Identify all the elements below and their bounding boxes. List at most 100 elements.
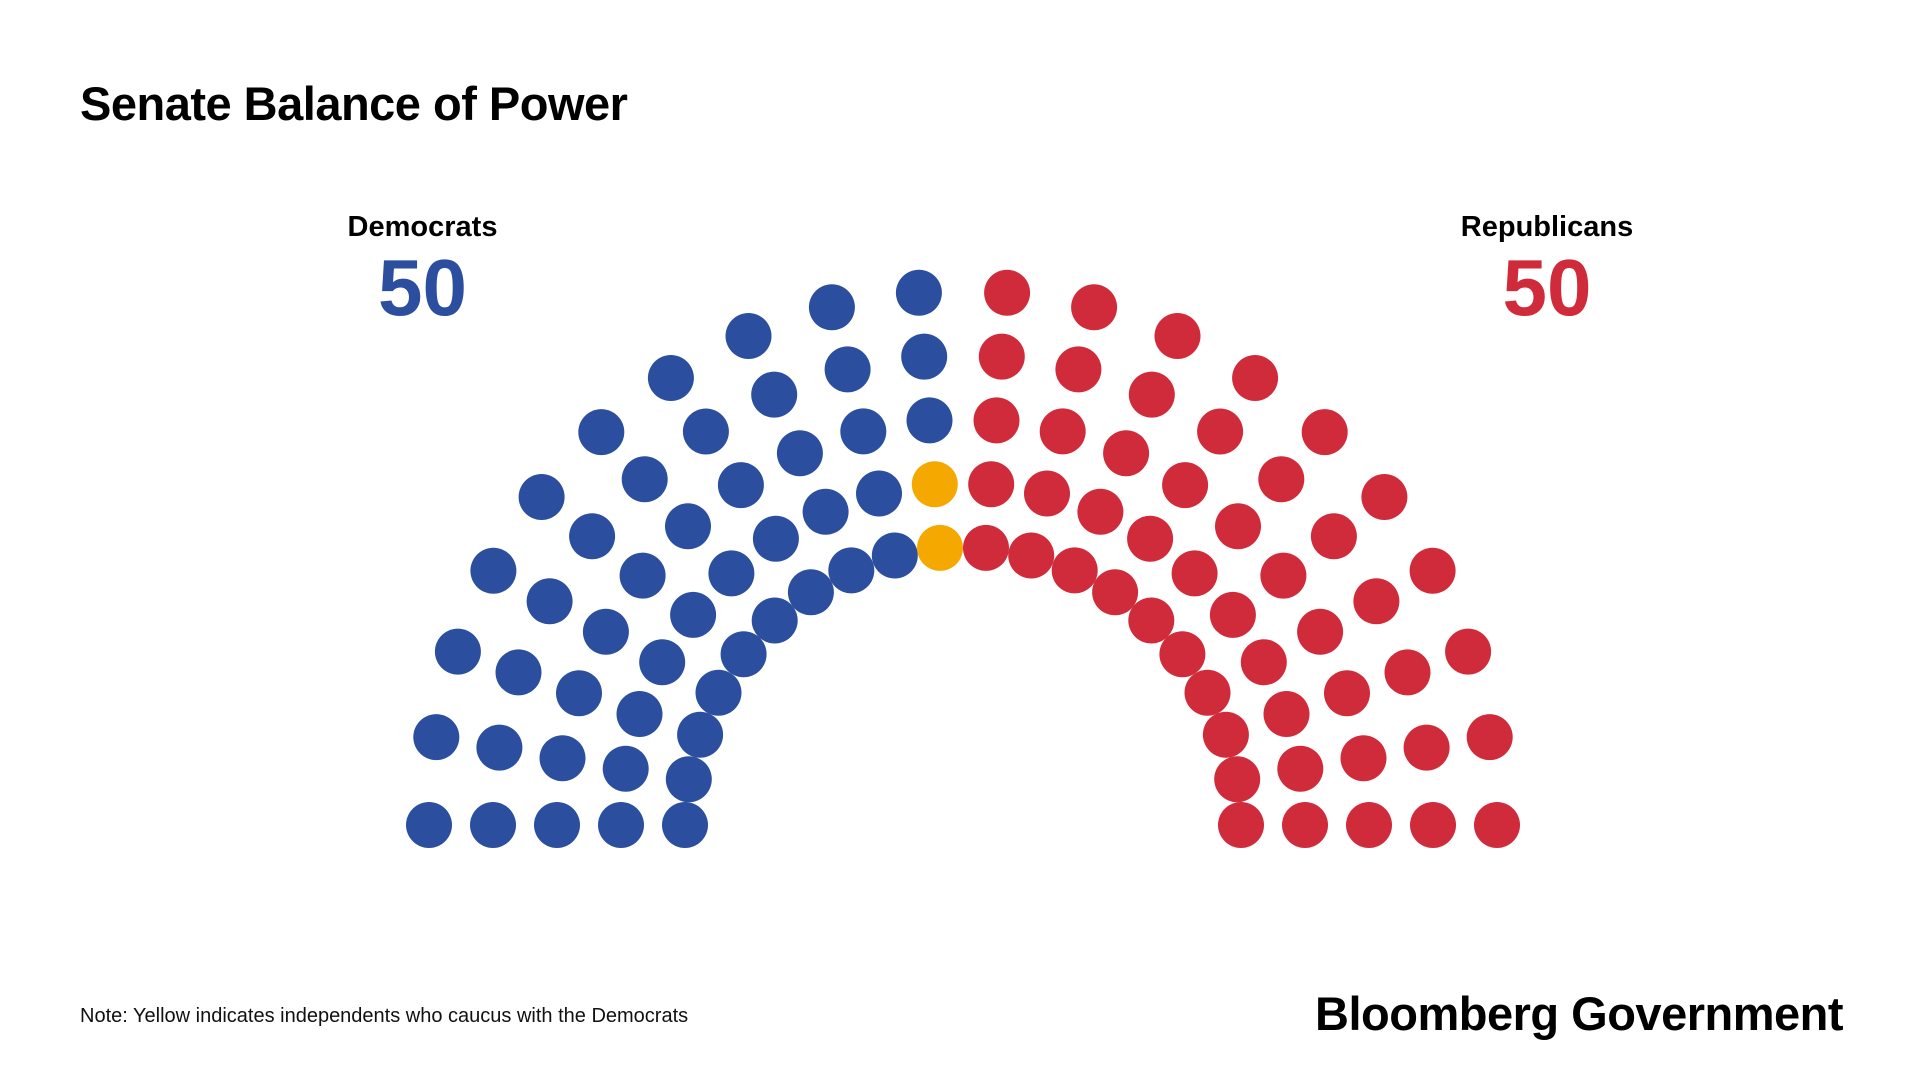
- seat-dot: [534, 802, 580, 848]
- seat-dot: [647, 355, 694, 401]
- bloomberg-government-logo: Bloomberg Government: [1315, 987, 1843, 1040]
- seat-dot: [598, 802, 644, 848]
- seat-dot: [1409, 547, 1456, 594]
- seat-dot: [1039, 408, 1086, 455]
- seat-dot: [895, 269, 942, 316]
- seat-dot: [1474, 802, 1520, 848]
- seat-dot: [1162, 462, 1209, 509]
- seat-dot: [1258, 456, 1305, 503]
- seat-dot: [1197, 408, 1244, 455]
- seat-dot: [639, 639, 686, 686]
- seat-dot: [1445, 628, 1492, 675]
- seat-dot: [662, 802, 708, 848]
- seat-dot: [695, 669, 742, 716]
- footnote: Note: Yellow indicates independents who …: [80, 1005, 689, 1027]
- seat-dot: [1466, 714, 1513, 761]
- seat-dot: [1008, 532, 1055, 579]
- seat-dot: [470, 802, 516, 848]
- seat-dot: [973, 397, 1020, 444]
- seat-dot: [1297, 608, 1344, 655]
- seat-dot: [708, 550, 755, 597]
- seat-dot: [1077, 488, 1124, 535]
- seat-dot: [717, 462, 764, 509]
- seat-dot: [1071, 284, 1118, 331]
- democrats-label: Democrats: [347, 211, 498, 243]
- seat-dot: [1240, 639, 1287, 686]
- republicans-label: Republicans: [1460, 211, 1634, 243]
- seat-dot: [1301, 409, 1348, 456]
- seat-dot: [569, 513, 616, 560]
- seat-dot: [578, 409, 625, 456]
- seat-dot: [1055, 346, 1102, 393]
- seat-dot: [1127, 515, 1174, 562]
- seat-dot: [752, 515, 799, 562]
- seat-dot: [917, 524, 963, 571]
- seat-dot: [871, 532, 918, 579]
- seat-dot: [1324, 670, 1370, 717]
- seat-dot: [1232, 355, 1279, 401]
- seat-dot: [911, 461, 958, 508]
- seat-dot: [1361, 474, 1408, 520]
- seat-dot: [720, 631, 767, 678]
- republicans-label-block: Republicans 50: [1412, 211, 1682, 332]
- seat-dot: [1282, 802, 1328, 848]
- page-title: Senate Balance of Power: [80, 77, 628, 130]
- democrats-label-block: Democrats 50: [290, 211, 555, 332]
- seat-dot: [1128, 597, 1175, 644]
- seat-dot: [1384, 649, 1431, 696]
- seat-dot: [1051, 547, 1098, 594]
- seat-dot: [434, 628, 481, 675]
- seat-dot: [602, 745, 649, 792]
- seat-dot: [682, 408, 729, 455]
- seat-dot: [495, 649, 542, 696]
- seat-dot: [518, 474, 565, 520]
- seat-dot: [526, 578, 573, 625]
- seat-dot: [1202, 711, 1249, 758]
- seat-dot: [1277, 745, 1324, 792]
- seat-dot: [556, 670, 602, 717]
- seat-dot: [725, 313, 772, 359]
- seat-dot: [619, 552, 666, 599]
- seat-dot: [787, 569, 834, 616]
- seat-dot: [1024, 470, 1070, 517]
- seat-dot: [963, 524, 1009, 571]
- seat-dot: [984, 269, 1031, 316]
- seat-dot: [751, 597, 798, 644]
- seat-dot: [802, 488, 849, 535]
- seat-dot: [906, 397, 953, 444]
- democrats-count: 50: [378, 242, 467, 332]
- seat-dot: [1310, 513, 1357, 560]
- seat-dot: [670, 591, 717, 638]
- seat-dot: [1410, 802, 1456, 848]
- seat-dot: [470, 547, 517, 594]
- seat-dot: [901, 333, 948, 380]
- seat-dot: [677, 711, 724, 758]
- seat-dot: [665, 756, 712, 803]
- seat-dot: [751, 371, 798, 418]
- seat-dot: [1214, 756, 1261, 803]
- seat-dot: [1092, 569, 1139, 616]
- seat-dot: [856, 470, 902, 517]
- seat-dot: [1260, 552, 1307, 599]
- seat-dot: [406, 802, 452, 848]
- seat-dot: [808, 284, 855, 331]
- seat-dot: [1103, 430, 1150, 477]
- seat-dot: [476, 724, 523, 771]
- seat-dot: [539, 735, 586, 782]
- seat-dot: [582, 608, 629, 655]
- republicans-count: 50: [1502, 242, 1592, 332]
- seat-dot: [1154, 313, 1201, 359]
- seat-dot: [1353, 578, 1400, 625]
- seat-dot: [1346, 802, 1392, 848]
- seat-dot: [1171, 550, 1218, 597]
- seat-dot: [665, 503, 711, 550]
- seat-dot: [840, 408, 887, 455]
- seat-dot: [1159, 631, 1206, 678]
- seat-dot: [1263, 691, 1310, 737]
- seat-dot: [1403, 724, 1450, 771]
- seat-dot: [1128, 371, 1175, 418]
- seat-dot: [1209, 591, 1256, 638]
- seat-dot: [1340, 735, 1387, 782]
- seat-dot: [828, 547, 875, 594]
